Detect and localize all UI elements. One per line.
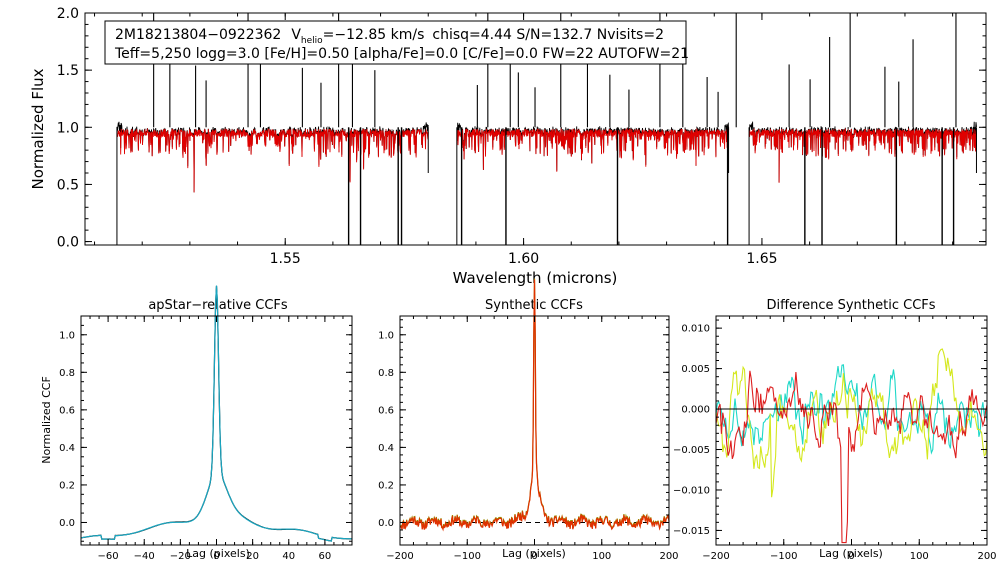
apstar-frame: [80, 315, 353, 546]
y-tick-label: 1.0: [59, 330, 75, 341]
x-tick-label: 0: [531, 551, 537, 562]
x-tick-label: 1.55: [270, 251, 301, 267]
model-spectrum-chip-3: [748, 127, 977, 183]
diff-frame: [715, 315, 988, 546]
x-tick-label: 200: [977, 551, 996, 562]
y-tick-label: 0.6: [59, 405, 75, 416]
y-tick-label: 0.0: [378, 518, 394, 529]
y-tick-label: 0.4: [378, 443, 394, 454]
y-tick-label: 0.0: [59, 518, 75, 529]
apstar-xlabel: Lag (pixels): [186, 547, 250, 560]
spectrum-frame: [84, 12, 987, 246]
apstar-ccf-visit-2: [80, 285, 352, 542]
x-tick-label: 200: [659, 551, 678, 562]
difference-ccf-panel: Difference Synthetic CCFs −200 −100 0 100 20…: [673, 298, 997, 562]
diff-plot-area: [715, 348, 988, 544]
y-tick-label: −0.010: [673, 486, 710, 497]
vhelio-symbol: V: [291, 27, 301, 43]
legend-line-2: Teff=5,250 logg=3.0 [Fe/H]=0.50 [alpha/F…: [114, 46, 689, 62]
synth-ccf-visit-1: [400, 279, 670, 532]
vhelio-subscript: helio: [301, 36, 323, 46]
synth-frame: [399, 315, 670, 546]
x-tick-label: 60: [319, 551, 332, 562]
diff-xlabel: Lag (pixels): [819, 547, 883, 560]
x-tick-label: −200: [702, 551, 729, 562]
x-tick-label: 1.60: [508, 251, 539, 267]
x-tick-label: 1.65: [746, 251, 777, 267]
model-spectrum-chip-2: [456, 127, 730, 172]
apstar-ccf-visit-1: [80, 285, 352, 542]
legend-line-1: 2M18213804−0922362 Vhelio=−12.85 km/s chis…: [115, 27, 664, 46]
star-name: 2M18213804−0922362: [115, 27, 281, 43]
y-tick-label: 2.0: [57, 6, 79, 22]
y-tick-label: 1.0: [57, 120, 79, 136]
x-tick-label: 0: [848, 551, 854, 562]
spectrum-axes: 1.55 1.60 1.65 0.0 0.5 1.0 1.5 2.0: [57, 6, 986, 267]
y-tick-label: 0.8: [378, 368, 394, 379]
y-tick-label: 1.5: [57, 63, 79, 79]
y-tick-label: −0.005: [673, 445, 710, 456]
apstar-plot-area: [80, 285, 352, 542]
x-tick-label: −20: [170, 551, 191, 562]
diff-axes: −200 −100 0 100 200 −0.015 −0.010 −0.005 0.000 0.…: [673, 316, 997, 562]
synth-xlabel: Lag (pixels): [502, 547, 566, 560]
synthetic-ccf-panel: Synthetic CCFs −200 −100 0 100 2000.00.20.40…: [378, 278, 679, 562]
x-tick-label: 100: [910, 551, 929, 562]
synth-axes: −200 −100 0 100 200 0.0 0.2 0.4 0.6 0.8 1.0: [378, 316, 679, 562]
spectrum-xlabel: Wavelength (microns): [453, 269, 618, 287]
y-tick-label: 0.6: [378, 405, 394, 416]
fit-stats: chisq=4.44 S/N=132.7 Nvisits=2: [432, 27, 664, 43]
apstar-ylabel: Normalized CCF: [40, 376, 53, 464]
x-tick-label: −40: [134, 551, 155, 562]
spectrum-legend: 2M18213804−0922362 Vhelio=−12.85 km/s chis…: [104, 20, 689, 65]
y-tick-label: 0.2: [59, 481, 75, 492]
x-tick-label: 100: [592, 551, 611, 562]
spectrum-panel: 1.55 1.60 1.65 0.0 0.5 1.0 1.5 2.0 Wavelength (…: [29, 6, 987, 287]
y-tick-label: 0.5: [57, 177, 79, 193]
x-tick-label: −200: [386, 551, 413, 562]
apstar-title: apStar−relative CCFs: [148, 298, 288, 313]
y-tick-label: 1.0: [378, 330, 394, 341]
y-tick-label: 0.0: [57, 235, 79, 251]
diff-ccf-2: [715, 348, 988, 498]
diff-title: Difference Synthetic CCFs: [766, 298, 935, 313]
x-tick-label: −100: [454, 551, 481, 562]
y-tick-label: 0.000: [681, 405, 710, 416]
x-tick-label: 20: [246, 551, 259, 562]
y-tick-label: −0.015: [673, 526, 710, 537]
model-spectrum-chip-1: [116, 127, 429, 193]
legend-box: [104, 20, 687, 65]
vhelio-value: =−12.85 km/s: [323, 27, 425, 43]
apstar-axes: −60 −40 −20 0 20 40 60 0.0 0.2 0.4 0.6 0.8 1.0: [59, 315, 353, 562]
y-tick-label: 0.4: [59, 443, 75, 454]
y-tick-label: 0.8: [59, 368, 75, 379]
diff-ccf-1: [715, 364, 988, 455]
y-tick-label: 0.005: [681, 364, 710, 375]
diff-ccf-3: [715, 370, 988, 544]
y-tick-label: 0.010: [681, 324, 710, 335]
synth-plot-area: [400, 278, 670, 532]
x-tick-label: 0: [213, 551, 219, 562]
x-tick-label: −60: [98, 551, 119, 562]
spectrum-ylabel: Normalized Flux: [29, 68, 47, 189]
apstar-ccf-panel: apStar−relative CCFs −60 −40 −20 0 20 40 60 0.0…: [40, 285, 353, 562]
x-tick-label: −100: [770, 551, 797, 562]
y-tick-label: 0.2: [378, 481, 394, 492]
x-tick-label: 40: [282, 551, 295, 562]
